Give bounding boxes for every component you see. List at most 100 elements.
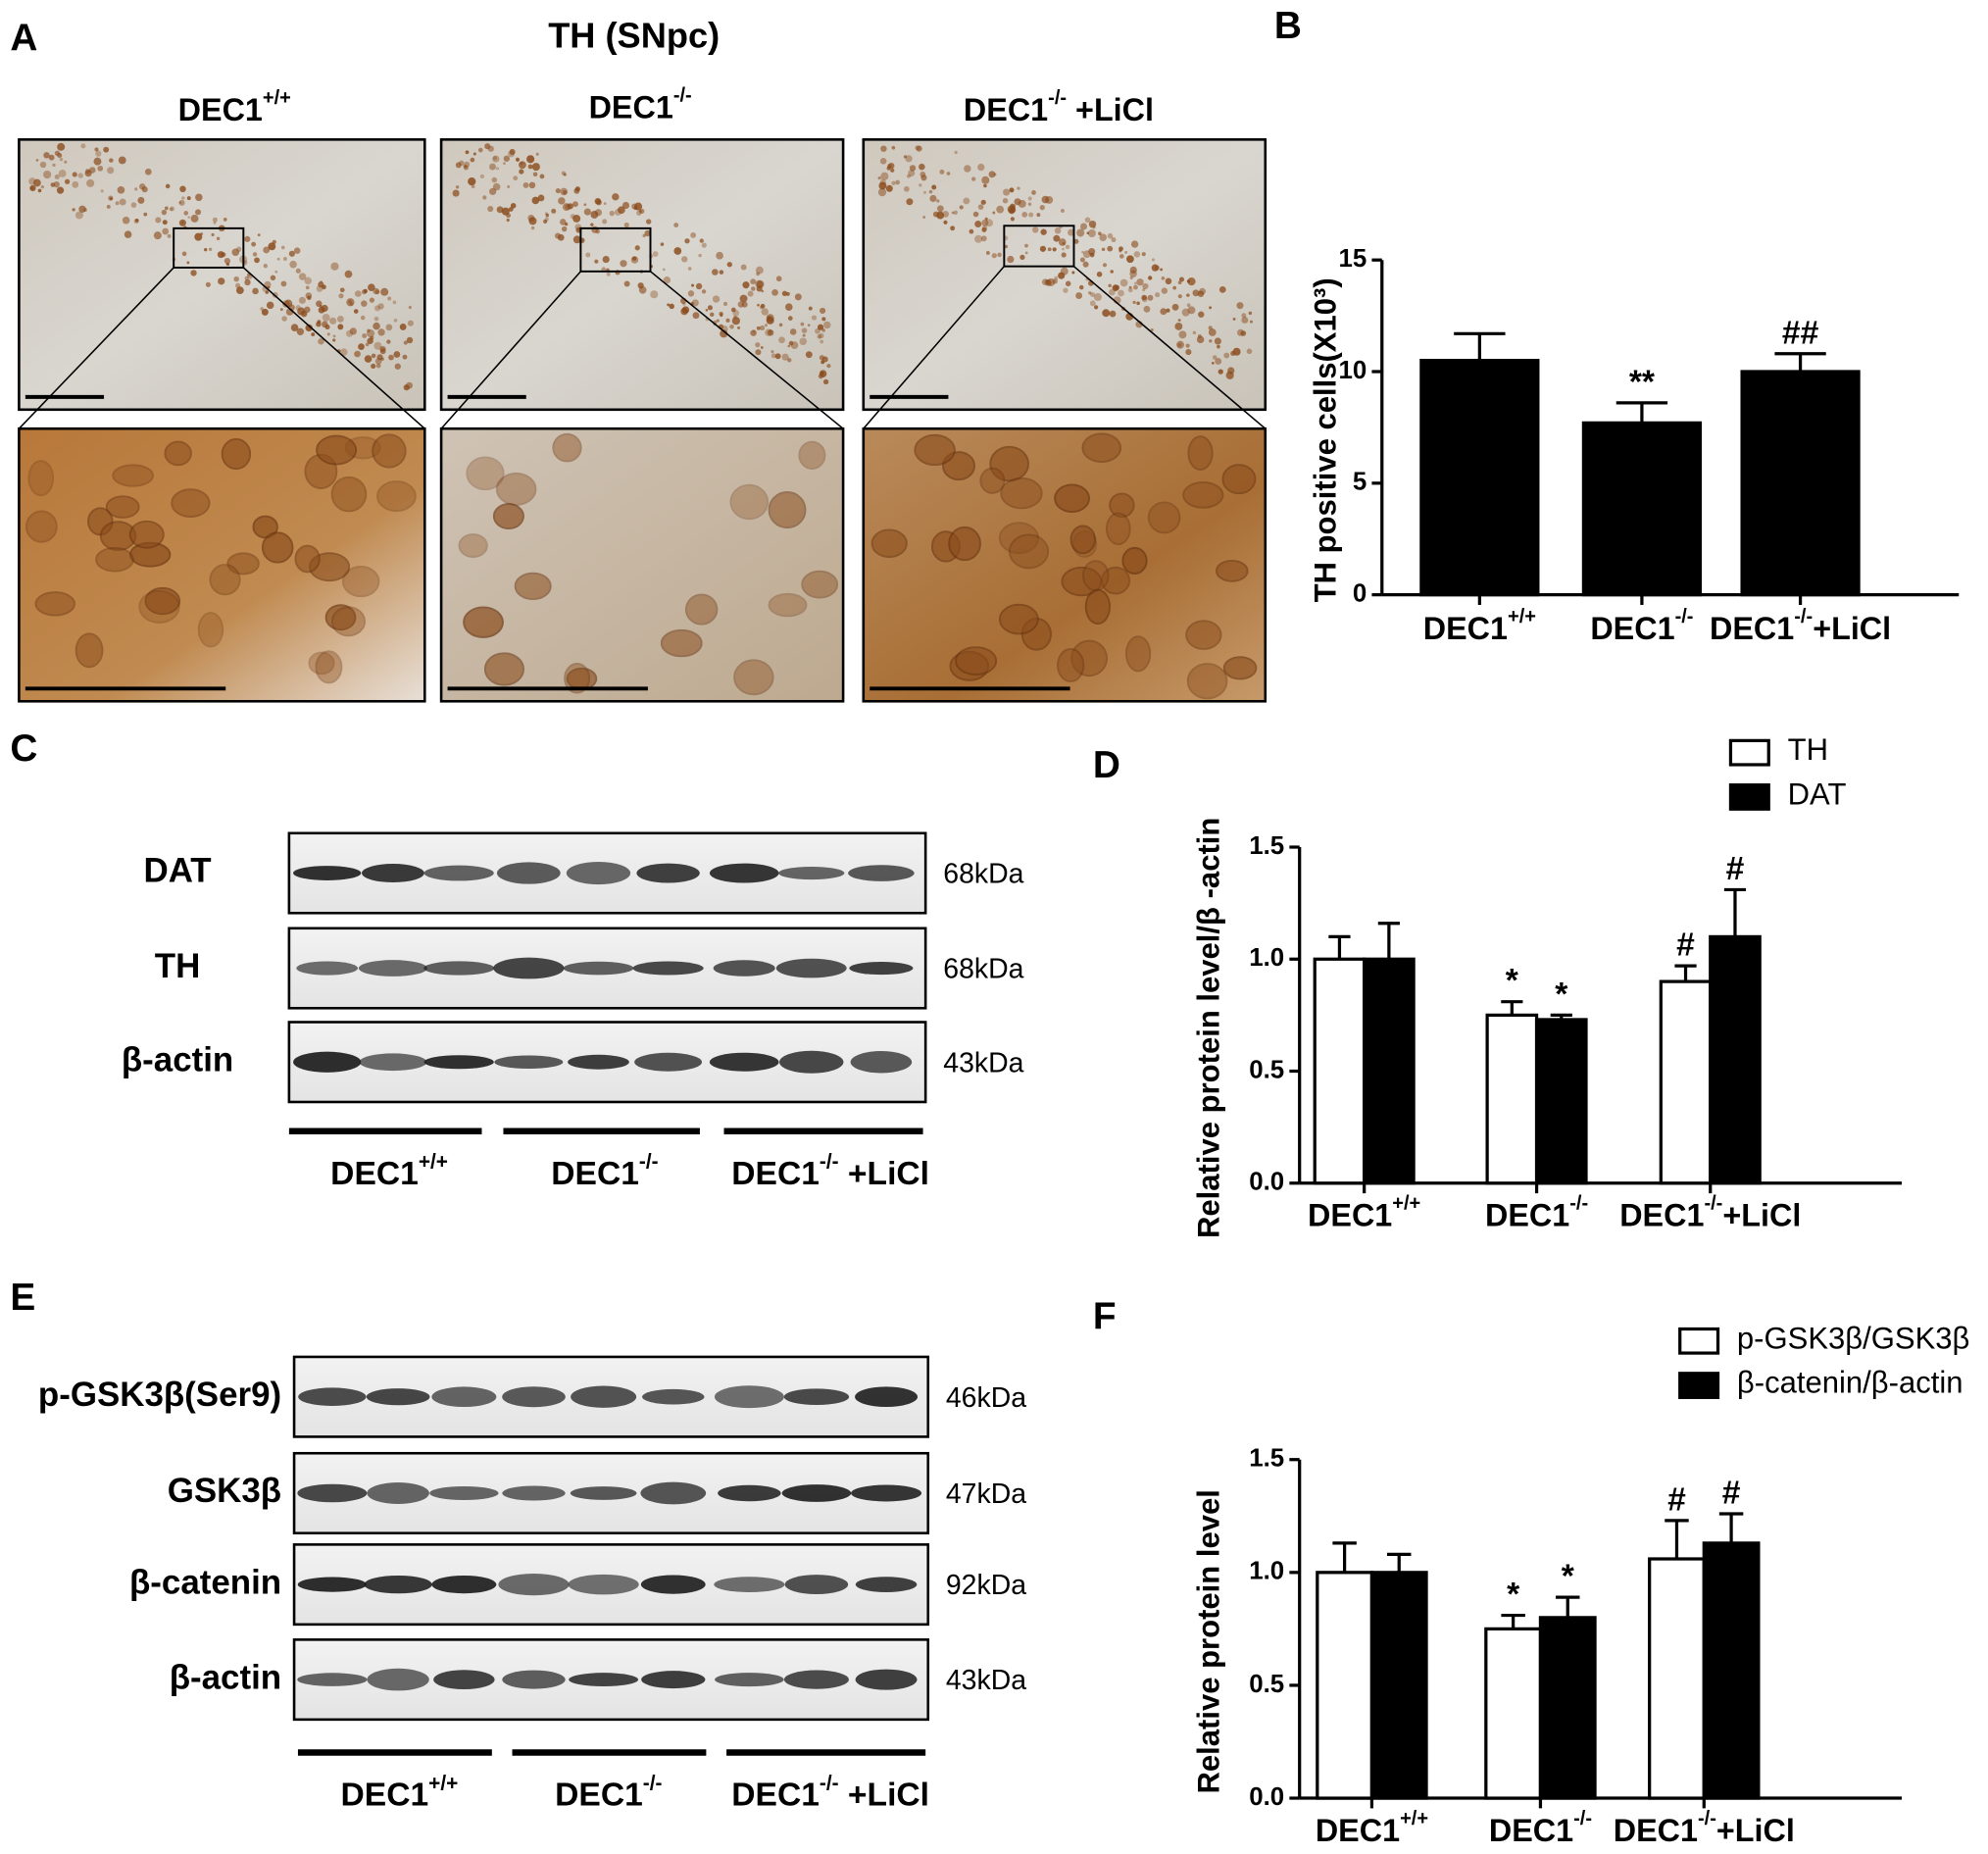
cell (805, 351, 813, 359)
bar (1313, 957, 1367, 1185)
cell (369, 297, 375, 303)
row-label: p-GSK3β(Ser9) (38, 1376, 281, 1414)
cell (368, 283, 375, 291)
cell (170, 206, 175, 212)
cell (563, 173, 567, 176)
cell (137, 196, 145, 204)
cell (1177, 319, 1181, 323)
cell (118, 156, 126, 165)
cell (645, 219, 652, 225)
significance-label: * (1506, 963, 1519, 999)
cell (267, 285, 271, 289)
cell (394, 363, 401, 370)
cell (72, 180, 79, 188)
cell (943, 220, 948, 225)
cell (254, 257, 260, 264)
cell (800, 322, 805, 326)
cell (1039, 205, 1045, 211)
cell (1039, 245, 1047, 252)
cell (377, 328, 385, 336)
cell (707, 305, 713, 311)
cell (618, 206, 625, 215)
cell (1084, 217, 1091, 224)
x-tick-label: DEC1-/-+LiCl (1614, 1808, 1795, 1847)
cell (380, 287, 389, 296)
cell (122, 216, 130, 225)
band (778, 866, 845, 880)
cell (1045, 195, 1054, 204)
cell (1047, 247, 1052, 252)
cell (332, 334, 336, 338)
cell (552, 432, 582, 463)
cell (492, 182, 501, 191)
cell (732, 310, 740, 317)
cell (1061, 209, 1065, 213)
cell (532, 172, 538, 177)
cell (330, 606, 366, 637)
cell (1021, 211, 1028, 218)
cell (770, 353, 776, 359)
cell (304, 306, 311, 314)
cell (452, 189, 460, 197)
band (709, 1052, 779, 1072)
y-axis-label: Relative protein level (1191, 1489, 1225, 1793)
cell (1132, 300, 1136, 305)
micrograph (18, 138, 426, 412)
cell (181, 196, 185, 200)
cell (1212, 355, 1218, 360)
error-bar (1674, 964, 1697, 982)
cell (936, 199, 940, 203)
cell (755, 349, 762, 356)
bar (1369, 1571, 1428, 1800)
cell (802, 333, 806, 337)
cell (545, 213, 550, 218)
western-blot: DAT 68kDa TH 68kDa β-actin 43kDa DEC1+/+ DEC1-/… (122, 831, 1024, 1192)
cell (660, 628, 703, 658)
cell (311, 332, 316, 337)
cell (492, 156, 497, 161)
significance-label: * (1562, 1559, 1575, 1595)
cell (1197, 290, 1205, 297)
band (297, 1483, 368, 1503)
band (297, 1673, 368, 1686)
cell (56, 186, 65, 194)
cell (1093, 292, 1102, 302)
band (367, 1668, 429, 1691)
cell (691, 299, 699, 307)
cell (1036, 213, 1041, 218)
cell (1186, 293, 1190, 297)
cell (1002, 197, 1009, 204)
cell (1027, 196, 1032, 201)
cell (465, 150, 470, 155)
row-label: β-actin (170, 1658, 281, 1696)
cell (281, 316, 287, 322)
band (362, 864, 424, 883)
cell (1088, 220, 1097, 228)
cell (1119, 278, 1128, 287)
cell (1232, 317, 1236, 321)
band (709, 863, 779, 883)
zoom-line (650, 271, 844, 429)
cell (373, 322, 380, 330)
cell (402, 354, 408, 360)
cell (817, 324, 824, 330)
cell (603, 202, 607, 205)
cell (807, 324, 811, 326)
cell (282, 300, 290, 308)
cell (789, 328, 797, 335)
cell (747, 290, 754, 297)
cell (33, 178, 41, 187)
cell (820, 307, 826, 314)
cell (1147, 294, 1154, 301)
cell (959, 205, 964, 210)
cell (1065, 280, 1071, 287)
row-label: DAT (143, 852, 211, 890)
cell (908, 170, 916, 177)
bar (1363, 957, 1416, 1185)
cell (667, 303, 671, 307)
western-blot: p-GSK3β(Ser9) 46kDa GSK3β 47kDa β-catenin 92k… (38, 1355, 1026, 1814)
cell (270, 275, 276, 281)
cell (561, 225, 568, 232)
cell (1090, 292, 1096, 298)
